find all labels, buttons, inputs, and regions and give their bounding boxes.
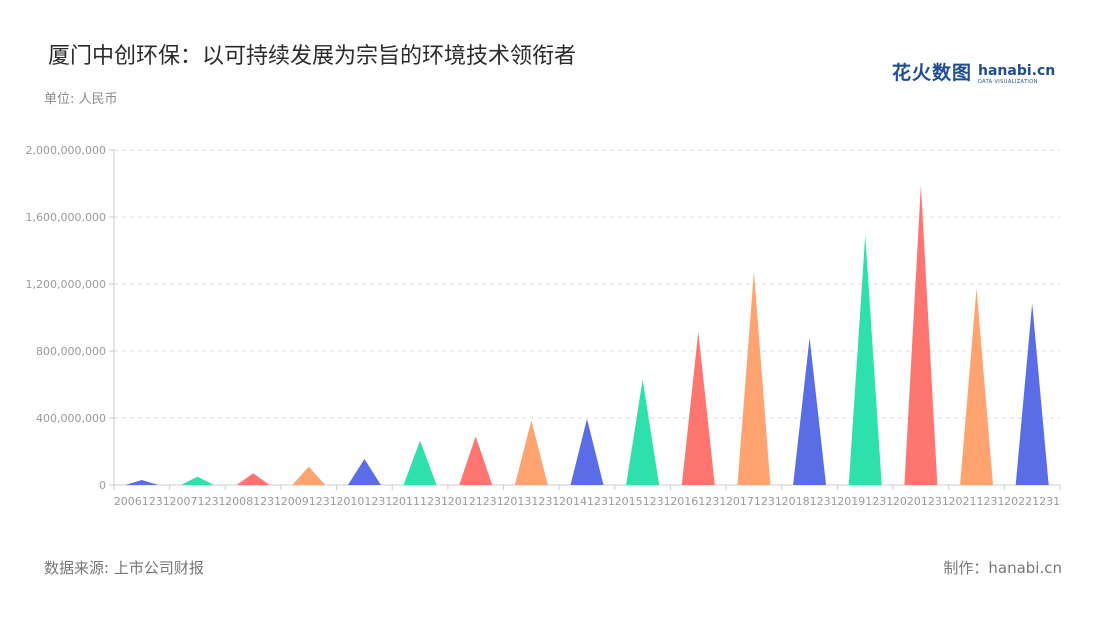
logo-english-block: hanabi.cn DATA VISUALIZATION <box>978 64 1055 85</box>
bar-20131231 <box>514 420 548 485</box>
y-tick-label: 400,000,000 <box>36 412 106 425</box>
x-tick-label: 20181231 <box>782 495 838 508</box>
bar-20151231 <box>626 379 660 485</box>
bar-20221231 <box>1015 303 1049 485</box>
x-tick-label: 20101231 <box>336 495 392 508</box>
bar-20201231 <box>904 185 938 486</box>
y-tick-label: 1,600,000,000 <box>26 211 106 224</box>
data-source-note: 数据来源: 上市公司财报 <box>44 559 204 577</box>
x-tick-label: 20171231 <box>726 495 782 508</box>
bar-20071231 <box>180 476 214 485</box>
bar-20211231 <box>960 288 994 485</box>
x-tick-label: 20211231 <box>949 495 1005 508</box>
x-tick-label: 20151231 <box>615 495 671 508</box>
x-tick-label: 20191231 <box>837 495 893 508</box>
x-tick-label: 20201231 <box>893 495 949 508</box>
x-tick-label: 20221231 <box>1004 495 1060 508</box>
bar-20141231 <box>570 418 604 485</box>
x-tick-label: 20061231 <box>114 495 170 508</box>
y-tick-label: 0 <box>99 479 106 492</box>
bar-20121231 <box>459 436 493 485</box>
y-tick-label: 2,000,000,000 <box>26 144 106 157</box>
y-tick-label: 1,200,000,000 <box>26 278 106 291</box>
x-tick-label: 20071231 <box>169 495 225 508</box>
bar-20061231 <box>125 479 159 485</box>
x-tick-label: 20131231 <box>503 495 559 508</box>
x-tick-label: 20081231 <box>225 495 281 508</box>
x-tick-label: 20091231 <box>281 495 337 508</box>
bar-20091231 <box>292 466 326 485</box>
logo-english-text: hanabi.cn <box>978 63 1056 79</box>
credit-note: 制作：hanabi.cn <box>943 559 1062 577</box>
bar-series <box>125 185 1049 486</box>
x-tick-label: 20161231 <box>670 495 726 508</box>
x-tick-label: 20141231 <box>559 495 615 508</box>
bar-20101231 <box>347 459 381 485</box>
tick-labels: 0 400,000,000 800,000,000 1,200,000,000 1,60… <box>26 144 1061 508</box>
bar-20111231 <box>403 440 437 485</box>
brand-logo: 花火数图 hanabi.cn DATA VISUALIZATION <box>892 58 1055 85</box>
y-tick-label: 800,000,000 <box>36 345 106 358</box>
x-tick-label: 20111231 <box>392 495 448 508</box>
bar-20081231 <box>236 473 270 485</box>
bar-20161231 <box>681 331 715 485</box>
logo-chinese-text: 花火数图 <box>892 62 973 84</box>
logo-subtitle-text: DATA VISUALIZATION <box>978 79 1038 85</box>
bar-20181231 <box>793 337 827 485</box>
grid-lines <box>114 149 1060 419</box>
bar-20171231 <box>737 271 771 485</box>
unit-label: 单位: 人民币 <box>44 92 118 107</box>
bar-20191231 <box>848 235 882 485</box>
x-tick-label: 20121231 <box>448 495 504 508</box>
chart-title: 厦门中创环保：以可持续发展为宗旨的环境技术领衔者 <box>48 44 577 69</box>
